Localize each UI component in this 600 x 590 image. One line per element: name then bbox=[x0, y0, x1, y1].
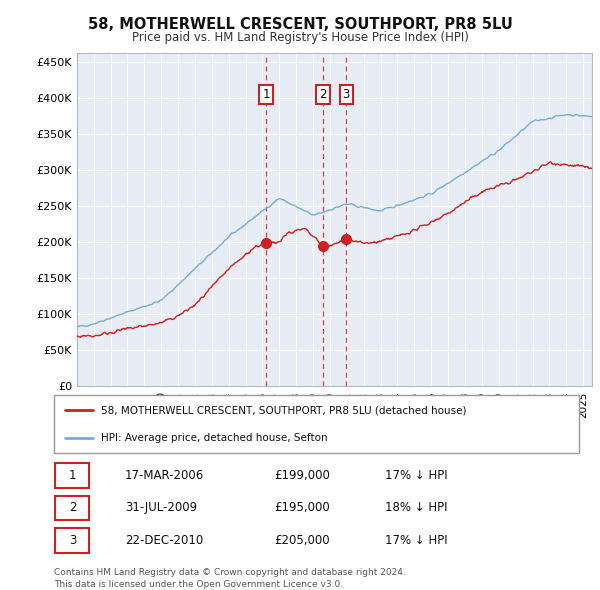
FancyBboxPatch shape bbox=[55, 496, 89, 520]
Text: 1: 1 bbox=[262, 88, 270, 101]
Text: Contains HM Land Registry data © Crown copyright and database right 2024.
This d: Contains HM Land Registry data © Crown c… bbox=[54, 568, 406, 589]
Text: 1: 1 bbox=[68, 469, 76, 482]
FancyBboxPatch shape bbox=[55, 463, 89, 488]
FancyBboxPatch shape bbox=[55, 528, 89, 553]
Text: 3: 3 bbox=[343, 88, 350, 101]
Text: Price paid vs. HM Land Registry's House Price Index (HPI): Price paid vs. HM Land Registry's House … bbox=[131, 31, 469, 44]
Text: 58, MOTHERWELL CRESCENT, SOUTHPORT, PR8 5LU: 58, MOTHERWELL CRESCENT, SOUTHPORT, PR8 … bbox=[88, 17, 512, 31]
Text: 17% ↓ HPI: 17% ↓ HPI bbox=[385, 534, 448, 547]
Text: 3: 3 bbox=[68, 534, 76, 547]
Text: 58, MOTHERWELL CRESCENT, SOUTHPORT, PR8 5LU (detached house): 58, MOTHERWELL CRESCENT, SOUTHPORT, PR8 … bbox=[101, 405, 467, 415]
Text: 17% ↓ HPI: 17% ↓ HPI bbox=[385, 469, 448, 482]
Text: 18% ↓ HPI: 18% ↓ HPI bbox=[385, 502, 447, 514]
Text: 2: 2 bbox=[68, 502, 76, 514]
Text: 17-MAR-2006: 17-MAR-2006 bbox=[125, 469, 204, 482]
Text: £205,000: £205,000 bbox=[275, 534, 330, 547]
Text: £199,000: £199,000 bbox=[275, 469, 331, 482]
Text: 2: 2 bbox=[319, 88, 326, 101]
FancyBboxPatch shape bbox=[54, 395, 579, 453]
Text: £195,000: £195,000 bbox=[275, 502, 330, 514]
Text: HPI: Average price, detached house, Sefton: HPI: Average price, detached house, Seft… bbox=[101, 433, 328, 443]
Text: 22-DEC-2010: 22-DEC-2010 bbox=[125, 534, 203, 547]
Text: 31-JUL-2009: 31-JUL-2009 bbox=[125, 502, 197, 514]
